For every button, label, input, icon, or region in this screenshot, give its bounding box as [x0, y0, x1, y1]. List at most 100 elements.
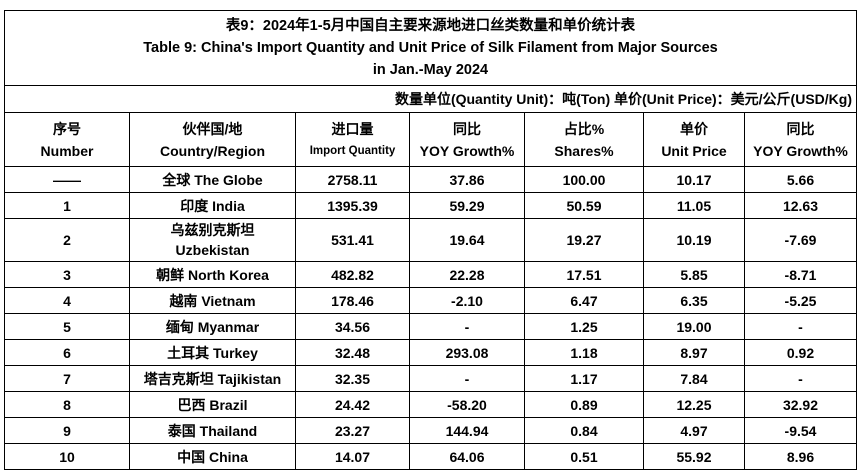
cell-price: 10.17 — [643, 166, 745, 193]
cell-country: 缅甸 Myanmar — [129, 313, 296, 340]
cell-no: 2 — [4, 218, 130, 262]
cell-price_yoy: 32.92 — [744, 391, 857, 418]
unit-note: 数量单位(Quantity Unit)：吨(Ton) 单价(Unit Price… — [4, 85, 857, 113]
cell-price_yoy: 0.92 — [744, 339, 857, 366]
cell-price: 8.97 — [643, 339, 745, 366]
cell-price_yoy: 5.66 — [744, 166, 857, 193]
cell-country: 朝鲜 North Korea — [129, 261, 296, 288]
cell-country: 塔吉克斯坦 Tajikistan — [129, 365, 296, 392]
cell-yoy: 37.86 — [409, 166, 525, 193]
cell-country: 土耳其 Turkey — [129, 339, 296, 366]
cell-qty: 1395.39 — [295, 192, 410, 219]
title-en-period: in Jan.-May 2024 — [372, 62, 489, 78]
cell-share: 0.84 — [524, 417, 644, 444]
cell-yoy: -58.20 — [409, 391, 525, 418]
cell-no: 1 — [4, 192, 130, 219]
cell-price_yoy: 8.96 — [744, 443, 857, 470]
cell-price_yoy: - — [744, 365, 857, 392]
cell-price: 5.85 — [643, 261, 745, 288]
column-header: 序号 Number — [4, 112, 130, 167]
cell-no: 6 — [4, 339, 130, 366]
cell-share: 17.51 — [524, 261, 644, 288]
cell-share: 1.18 — [524, 339, 644, 366]
column-header: 同比 YOY Growth% — [744, 112, 857, 167]
cell-price_yoy: -5.25 — [744, 287, 857, 314]
header-en: Number — [40, 142, 94, 159]
cell-share: 19.27 — [524, 218, 644, 262]
table-row: 6 土耳其 Turkey 32.48 293.08 1.18 8.97 0.92 — [4, 339, 857, 366]
table-row: 1 印度 India 1395.39 59.29 50.59 11.05 12.63 — [4, 192, 857, 219]
header-cn: 占比% — [563, 120, 605, 137]
cell-qty: 531.41 — [295, 218, 410, 262]
cell-yoy: 144.94 — [409, 417, 525, 444]
table-row: 2 乌兹别克斯坦 Uzbekistan 531.41 19.64 19.27 10.19 -7… — [4, 218, 857, 262]
cell-price: 4.97 — [643, 417, 745, 444]
title-cn: 表9：2024年1-5月中国自主要来源地进口丝类数量和单价统计表 — [225, 18, 636, 34]
cell-no: 3 — [4, 261, 130, 288]
cell-share: 1.25 — [524, 313, 644, 340]
cell-qty: 178.46 — [295, 287, 410, 314]
cell-share: 50.59 — [524, 192, 644, 219]
cell-country: 印度 India — [129, 192, 296, 219]
country-en: Uzbekistan — [175, 242, 250, 258]
cell-price: 7.84 — [643, 365, 745, 392]
table-row: 5 缅甸 Myanmar 34.56-1.25 19.00- — [4, 313, 857, 340]
cell-no: —— — [4, 166, 130, 193]
cell-price_yoy: - — [744, 313, 857, 340]
cell-yoy: 19.64 — [409, 218, 525, 262]
cell-yoy: - — [409, 365, 525, 392]
cell-country: 乌兹别克斯坦 Uzbekistan — [129, 218, 296, 262]
cell-price: 10.19 — [643, 218, 745, 262]
cell-share: 100.00 — [524, 166, 644, 193]
cell-price_yoy: -8.71 — [744, 261, 857, 288]
cell-no: 9 — [4, 417, 130, 444]
cell-yoy: - — [409, 313, 525, 340]
cell-qty: 2758.11 — [295, 166, 410, 193]
cell-qty: 23.27 — [295, 417, 410, 444]
cell-no: 10 — [4, 443, 130, 470]
cell-yoy: -2.10 — [409, 287, 525, 314]
cell-no: 7 — [4, 365, 130, 392]
header-en: Import Quantity — [309, 144, 396, 157]
header-en: YOY Growth% — [753, 142, 848, 159]
table-row: 10 中国 China 14.07 64.06 0.51 55.92 8.96 — [4, 443, 857, 470]
cell-yoy: 64.06 — [409, 443, 525, 470]
table-row: 9 泰国 Thailand 23.27 144.94 0.84 4.97 -9.54 — [4, 417, 857, 444]
column-header: 单价 Unit Price — [643, 112, 745, 167]
header-cn: 同比 — [786, 120, 815, 137]
cell-qty: 24.42 — [295, 391, 410, 418]
title-en: Table 9: China's Import Quantity and Uni… — [143, 40, 718, 56]
cell-country: 巴西 Brazil — [129, 391, 296, 418]
column-header: 同比 YOY Growth% — [409, 112, 525, 167]
cell-share: 1.17 — [524, 365, 644, 392]
table-row: —— 全球 The Globe 2758.11 37.86 100.00 10.17 5.6… — [4, 166, 857, 193]
cell-yoy: 293.08 — [409, 339, 525, 366]
header-cn: 进口量 — [331, 120, 374, 137]
cell-qty: 482.82 — [295, 261, 410, 288]
table-row: 8 巴西 Brazil 24.42 -58.20 0.89 12.25 32.92 — [4, 391, 857, 418]
cell-qty: 14.07 — [295, 443, 410, 470]
cell-qty: 34.56 — [295, 313, 410, 340]
cell-qty: 32.48 — [295, 339, 410, 366]
silk-import-table: 表9：2024年1-5月中国自主要来源地进口丝类数量和单价统计表 Table 9… — [4, 10, 857, 470]
header-cn: 单价 — [680, 120, 708, 137]
cell-price: 55.92 — [643, 443, 745, 470]
header-cn: 伙伴国/地 — [182, 120, 243, 137]
cell-qty: 32.35 — [295, 365, 410, 392]
cell-share: 6.47 — [524, 287, 644, 314]
header-cn: 序号 — [53, 120, 81, 137]
cell-price: 12.25 — [643, 391, 745, 418]
cell-country: 越南 Vietnam — [129, 287, 296, 314]
cell-share: 0.89 — [524, 391, 644, 418]
cell-price: 6.35 — [643, 287, 745, 314]
header-en: Unit Price — [661, 142, 727, 159]
cell-yoy: 59.29 — [409, 192, 525, 219]
column-header: 伙伴国/地 Country/Region — [129, 112, 296, 167]
table-title: 表9：2024年1-5月中国自主要来源地进口丝类数量和单价统计表 Table 9… — [4, 10, 857, 86]
cell-no: 4 — [4, 287, 130, 314]
column-header: 进口量 Import Quantity — [295, 112, 410, 167]
cell-price_yoy: 12.63 — [744, 192, 857, 219]
cell-price_yoy: -7.69 — [744, 218, 857, 262]
cell-yoy: 22.28 — [409, 261, 525, 288]
column-header: 占比% Shares% — [524, 112, 644, 167]
